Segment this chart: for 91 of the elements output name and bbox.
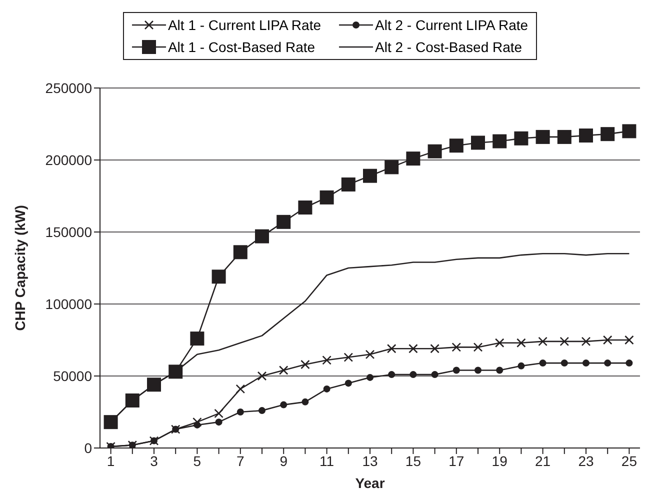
point — [236, 408, 244, 416]
x-tick-label: 7 — [236, 452, 244, 469]
point — [536, 130, 550, 144]
point — [600, 127, 615, 142]
point — [344, 352, 354, 362]
point — [233, 245, 248, 260]
point — [518, 362, 525, 370]
point — [125, 393, 140, 408]
x-tick-label: 25 — [621, 452, 638, 469]
point — [363, 168, 377, 183]
point — [388, 371, 396, 378]
point — [579, 128, 593, 143]
x-tick-label: 21 — [535, 452, 551, 469]
point — [104, 415, 118, 430]
y-axis-title: CHP Capacity (kW) — [12, 205, 28, 331]
point — [258, 407, 266, 414]
point — [473, 342, 483, 352]
point — [492, 134, 507, 148]
point — [474, 366, 482, 374]
x-tick-label: 17 — [448, 452, 464, 469]
point — [496, 366, 504, 374]
x-tick-label: 3 — [150, 452, 158, 469]
point — [449, 138, 464, 153]
legend-label: Alt 1 - Current LIPA Rate — [168, 17, 321, 33]
point — [560, 336, 570, 346]
point — [276, 214, 291, 229]
x-tick-label: 15 — [405, 452, 422, 469]
point — [386, 344, 396, 354]
legend-label: Alt 2 - Cost-Based Rate — [375, 39, 522, 55]
point — [516, 338, 526, 348]
point — [302, 398, 309, 406]
point — [280, 401, 288, 408]
point — [365, 350, 375, 360]
point — [212, 270, 226, 284]
point — [624, 335, 634, 345]
y-tick-label: 150000 — [45, 224, 92, 240]
point — [557, 130, 572, 144]
x-tick-label: 1 — [106, 452, 115, 469]
x-axis-title: Year — [355, 475, 386, 491]
point — [384, 160, 399, 174]
y-tick-label: 250000 — [45, 80, 92, 96]
x-tick-label: 5 — [193, 452, 202, 469]
point — [194, 421, 201, 428]
point — [147, 378, 161, 392]
point — [278, 366, 288, 375]
legend-label: Alt 1 - Cost-Based Rate — [168, 39, 316, 55]
x-tick-label: 11 — [320, 452, 334, 469]
point — [581, 336, 591, 346]
point — [494, 338, 504, 348]
point — [406, 152, 420, 166]
y-tick-label: 50000 — [53, 368, 92, 384]
x-tick-label: 13 — [362, 452, 378, 469]
point — [257, 371, 267, 381]
point — [298, 200, 312, 215]
point — [602, 335, 612, 345]
point — [539, 360, 546, 367]
point — [255, 229, 269, 244]
point — [430, 344, 440, 354]
point — [514, 131, 528, 146]
y-tick-label: 100000 — [45, 296, 92, 312]
point — [408, 344, 418, 354]
point — [323, 385, 330, 392]
point — [428, 144, 442, 158]
x-tick-label: 23 — [578, 452, 594, 469]
x-tick-label: 9 — [280, 452, 288, 469]
point — [236, 384, 246, 394]
point — [604, 360, 612, 367]
point — [320, 190, 334, 204]
point — [300, 360, 310, 370]
point — [366, 374, 374, 381]
point — [190, 332, 204, 346]
point — [214, 408, 224, 418]
point — [626, 360, 633, 367]
point — [215, 418, 222, 426]
point — [582, 360, 590, 367]
point — [322, 356, 332, 365]
point — [168, 364, 183, 379]
legend-label: Alt 2 - Current LIPA Rate — [375, 17, 528, 33]
y-tick-label: 200000 — [45, 152, 92, 168]
point — [622, 124, 636, 138]
point — [344, 380, 352, 387]
x-tick-label: 19 — [492, 452, 508, 469]
point — [452, 366, 460, 374]
y-tick-label: 0 — [84, 440, 92, 456]
point — [538, 336, 548, 346]
point — [410, 371, 417, 378]
point — [431, 371, 438, 378]
point — [341, 177, 356, 192]
point — [452, 342, 462, 352]
point — [560, 360, 568, 367]
point — [471, 136, 485, 150]
